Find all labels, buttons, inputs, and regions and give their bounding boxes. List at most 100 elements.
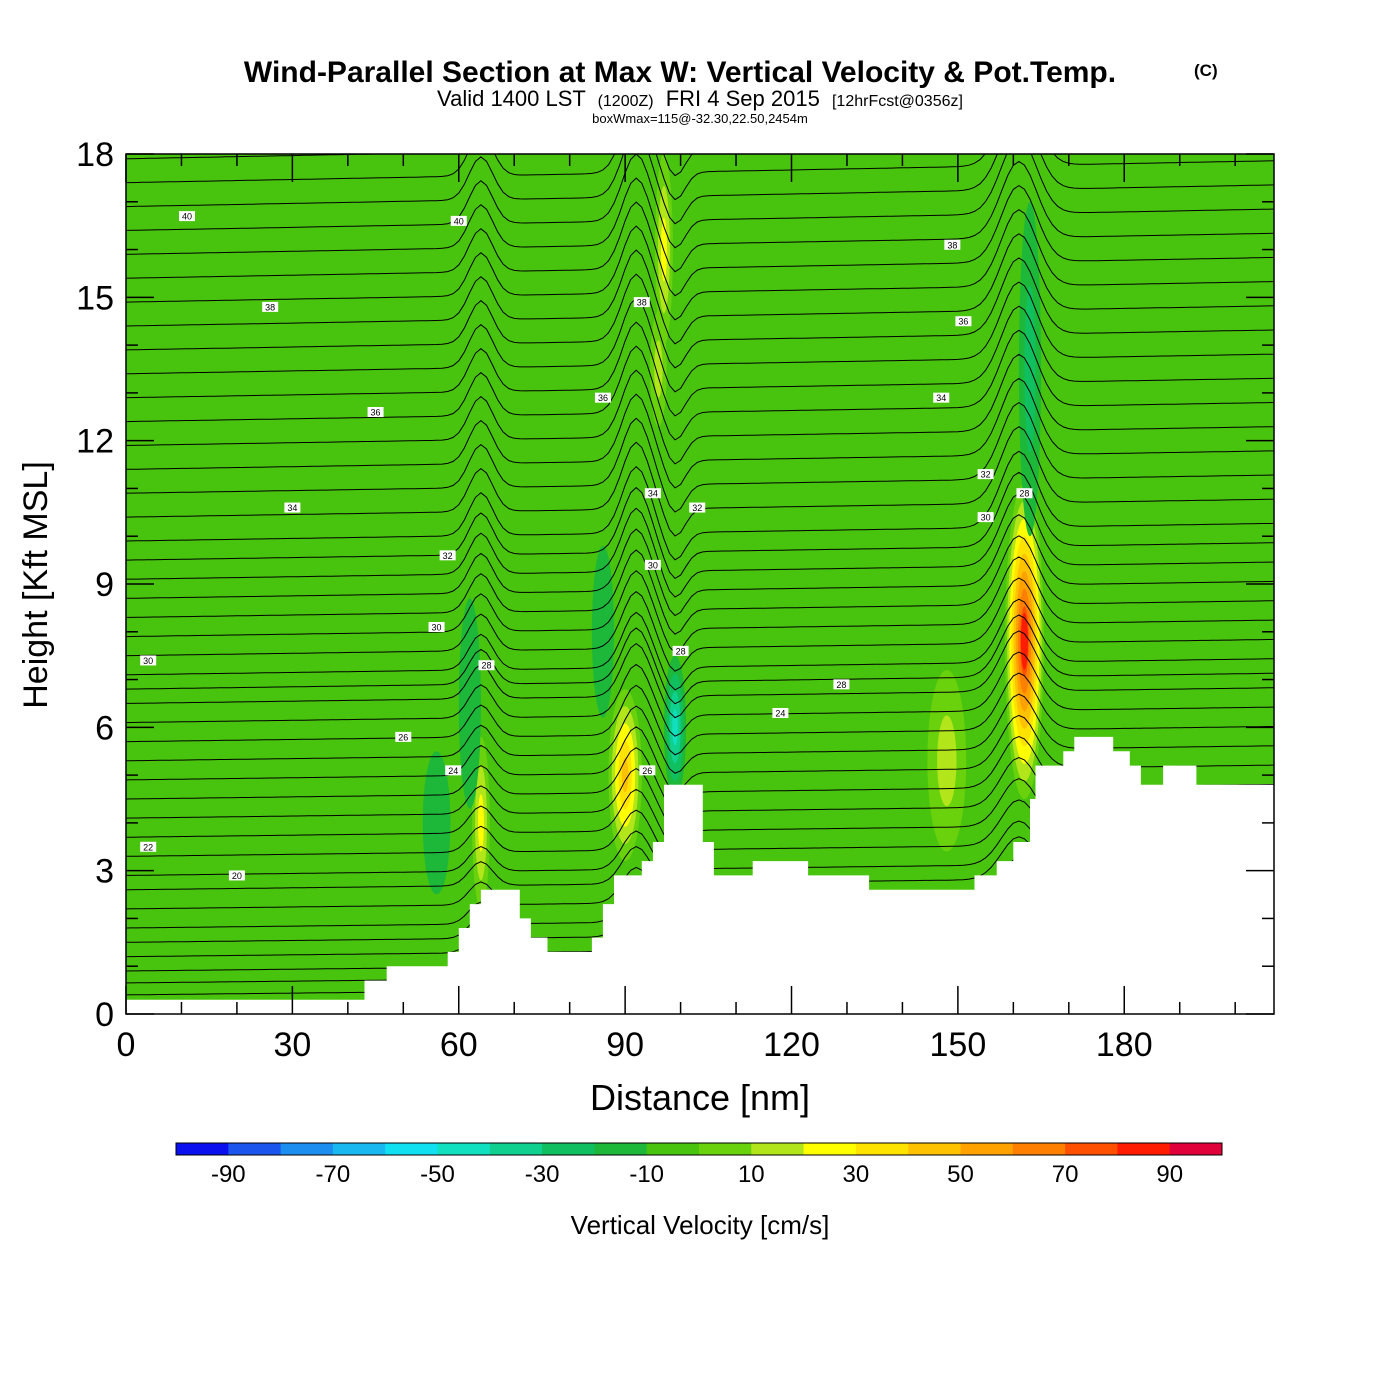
colorbar-label: Vertical Velocity [cm/s]: [571, 1210, 830, 1240]
contour-label-text: 36: [958, 317, 968, 327]
contour-label: 20: [228, 870, 245, 881]
isentrope-line: [126, 577, 1274, 672]
y-axis-tick-labels: 0 3 6 9 12 15 18: [76, 136, 114, 1034]
colorbar-tick-label: 70: [1052, 1161, 1079, 1188]
isentrope-line: [126, 651, 1274, 737]
y-tick-label: 18: [76, 136, 114, 174]
downdraft-band: [672, 709, 678, 746]
contour-label: 34: [284, 502, 301, 513]
downdraft-band: [458, 598, 481, 809]
contour-label-text: 28: [481, 661, 491, 671]
x-axis-label: Distance [nm]: [590, 1077, 810, 1118]
updraft-band: [621, 757, 629, 793]
contour-label: 32: [439, 550, 456, 561]
isentrope-line: [126, 257, 1274, 369]
contour-label: 30: [977, 512, 994, 523]
contour-label-text: 36: [598, 393, 608, 403]
updraft-band: [477, 794, 484, 852]
contour-label-text: 38: [265, 302, 275, 312]
contour-label-text: 34: [648, 489, 658, 499]
valid-line: Valid 1400 LST (1200Z) FRI 4 Sep 2015 [1…: [437, 86, 963, 111]
contour-label: 30: [428, 622, 445, 633]
contour-label: 22: [140, 841, 157, 852]
isentrope-line: [126, 233, 1274, 345]
colorbar-tick-label: 30: [843, 1161, 870, 1188]
colorbar-tick-label: 10: [738, 1161, 765, 1188]
contour-label: 36: [955, 316, 972, 327]
contour-label-text: 32: [443, 551, 453, 561]
x-tick-label: 30: [273, 1026, 311, 1064]
contour-label: 38: [944, 239, 961, 250]
colorbar-swatch: [1065, 1143, 1118, 1155]
colorbar-frame: [175, 1142, 1223, 1156]
contour-label-text: 34: [936, 393, 946, 403]
isentrope-line: [126, 209, 1274, 321]
isentrope-line: [126, 614, 1274, 705]
contour-label: 38: [262, 301, 279, 312]
contour-label: 36: [367, 407, 384, 418]
x-tick-label: 150: [930, 1026, 987, 1064]
downdraft-cell: [458, 598, 481, 809]
contour-label: 28: [478, 660, 495, 671]
colorbar-swatch: [646, 1143, 700, 1155]
isentrope-line: [126, 377, 1274, 489]
isentrope-line: [126, 672, 1274, 756]
isentrope-line: [126, 598, 1274, 691]
colorbar-swatch: [960, 1143, 1014, 1155]
colorbar-swatch: [385, 1143, 438, 1155]
contour-label-text: 36: [371, 408, 381, 418]
colorbar-swatch: [699, 1143, 752, 1155]
valid-date-text: FRI 4 Sep 2015: [666, 86, 820, 111]
colorbar-swatch: [542, 1143, 595, 1155]
contour-label: 40: [179, 211, 196, 222]
contour-label: 30: [140, 655, 157, 666]
contour-label: 28: [672, 645, 689, 656]
updraft-band: [1020, 612, 1028, 670]
isentrope-line: [126, 154, 1274, 249]
contour-label-text: 32: [692, 503, 702, 513]
terrain-mask: [126, 736, 1274, 1014]
y-tick-label: 15: [76, 279, 114, 317]
contour-label: 28: [1016, 488, 1033, 499]
valid-utc-text: (1200Z): [598, 93, 654, 110]
isentrope-line: [126, 353, 1274, 465]
isentrope-labels: 40 40 38 38 38 36 36 36 34 34 34 32 32 32 30 30 30 30 28 28…: [140, 211, 1033, 881]
contour-label: 24: [772, 708, 789, 719]
contour-label-text: 32: [981, 470, 991, 480]
updraft-cell: [927, 670, 967, 852]
isentrope-line: [126, 556, 1274, 654]
colorbar-tick-labels: -90 -70 -50 -30 -10 10 30 50 70 90: [211, 1161, 1183, 1188]
contour-label: 34: [933, 392, 950, 403]
chart-title: Wind-Parallel Section at Max W: Vertical…: [244, 56, 1116, 89]
isentrope-line: [126, 535, 1274, 635]
contour-label-text: 22: [143, 842, 153, 852]
x-tick-label: 90: [606, 1026, 644, 1064]
colorbar-swatch: [751, 1143, 805, 1155]
x-tick-label: 180: [1096, 1026, 1153, 1064]
contour-label-text: 28: [1019, 489, 1029, 499]
y-tick-label: 12: [76, 423, 114, 461]
plot-area: 40 40 38 38 38 36 36 36 34 34 34 32 32 32 30 30 30 30 28 28…: [126, 154, 1274, 1014]
colorbar-swatch: [1012, 1143, 1066, 1155]
colorbar-tick-label: 90: [1156, 1161, 1183, 1188]
colorbar-tick-label: 50: [947, 1161, 974, 1188]
valid-time-text: Valid 1400 LST: [437, 86, 585, 111]
contour-label-text: 40: [182, 212, 192, 222]
y-tick-label: 9: [95, 566, 114, 604]
colorbar-tick-label: -70: [316, 1161, 351, 1188]
colorbar-swatch: [803, 1143, 857, 1155]
colorbar-swatch: [1117, 1143, 1171, 1155]
contour-label-text: 24: [448, 766, 458, 776]
contour-label: 24: [445, 765, 462, 776]
isentrope-line: [126, 329, 1274, 441]
contour-label-text: 30: [981, 513, 991, 523]
colorbar-tick-label: -90: [211, 1161, 246, 1188]
contour-label: 26: [639, 765, 656, 776]
downdraft-band: [422, 751, 451, 895]
colorbar-swatch: [228, 1143, 282, 1155]
y-tick-label: 0: [95, 996, 114, 1034]
contour-label: 32: [977, 469, 994, 480]
colorbar-swatch: [855, 1143, 909, 1155]
isentrope-line: [126, 154, 1274, 201]
colorbar: [175, 1142, 1223, 1156]
